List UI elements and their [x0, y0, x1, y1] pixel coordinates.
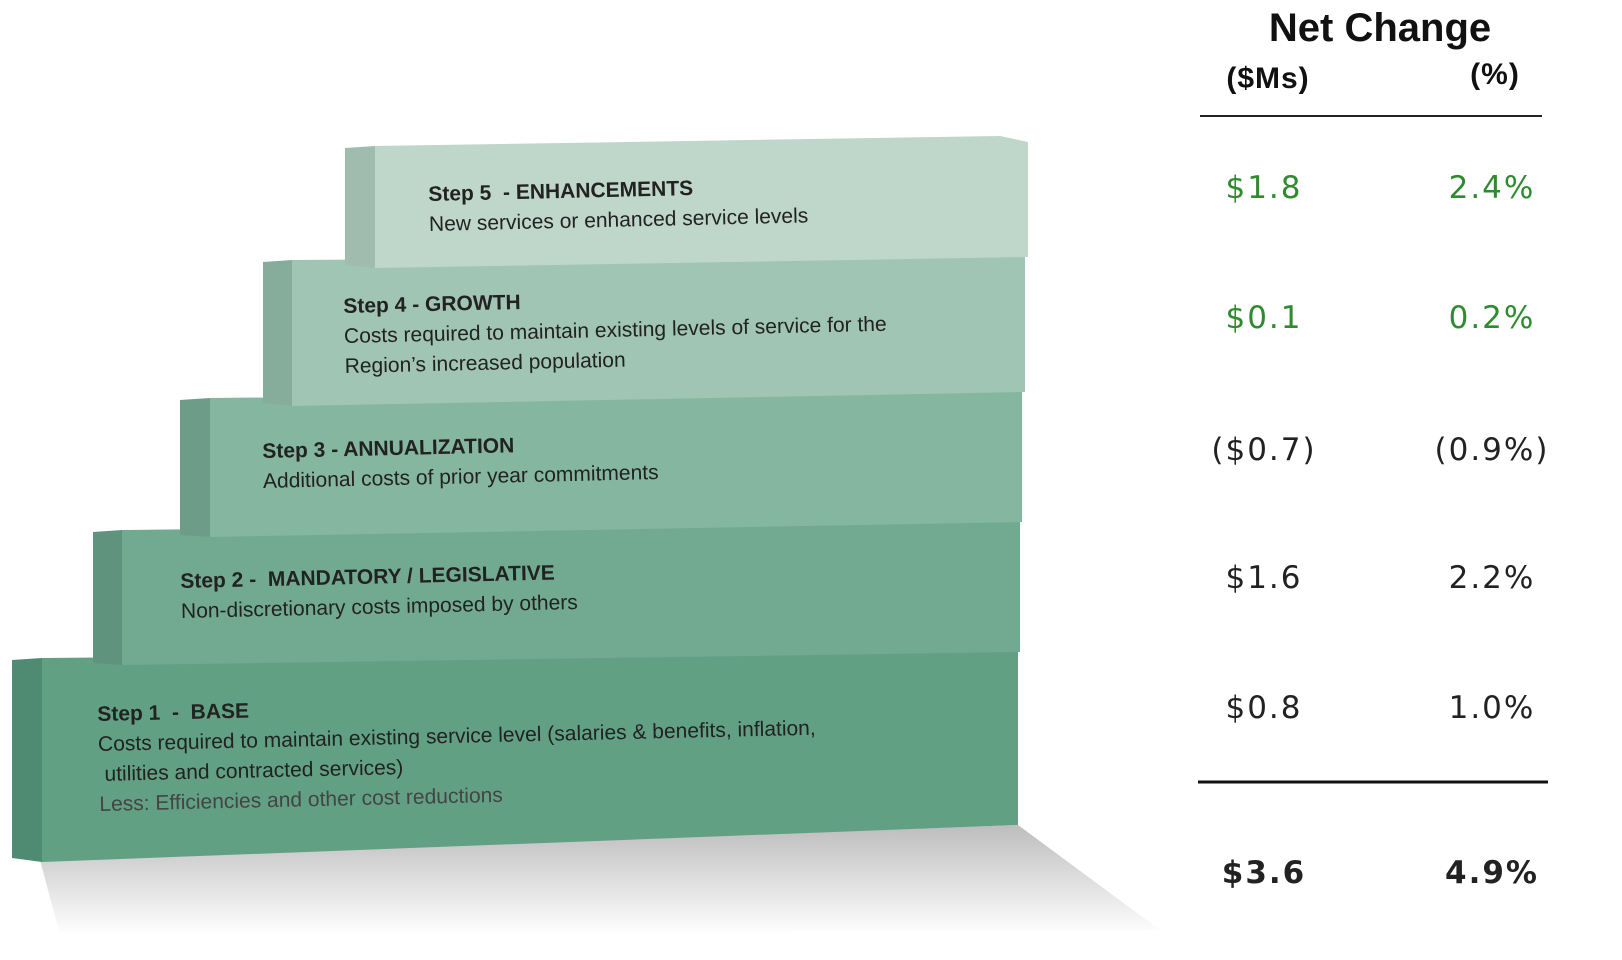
block-side	[12, 658, 42, 862]
table-title: Net Change	[1230, 6, 1530, 51]
cell: $0.8	[1164, 690, 1364, 726]
cell: 0.2%	[1392, 300, 1592, 336]
column-header: ($Ms)	[1188, 62, 1348, 96]
cell: ($0.7)	[1164, 432, 1364, 468]
block-side	[93, 530, 122, 665]
cell: 1.0%	[1392, 690, 1592, 726]
cell: $1.6	[1164, 560, 1364, 596]
cell: $0.1	[1164, 300, 1364, 336]
total-cell: $3.6	[1164, 855, 1364, 891]
cell: 2.2%	[1392, 560, 1592, 596]
cell: $1.8	[1164, 170, 1364, 206]
cell: 2.4%	[1392, 170, 1592, 206]
block-side	[180, 398, 210, 537]
cell: (0.9%)	[1392, 432, 1592, 468]
block-side	[263, 260, 292, 406]
column-header: (%)	[1420, 58, 1570, 92]
page: {"steps": [ {"title": "Step 5 - ENHANCEM…	[0, 0, 1622, 960]
total-cell: 4.9%	[1392, 855, 1592, 891]
block-side	[345, 146, 375, 268]
